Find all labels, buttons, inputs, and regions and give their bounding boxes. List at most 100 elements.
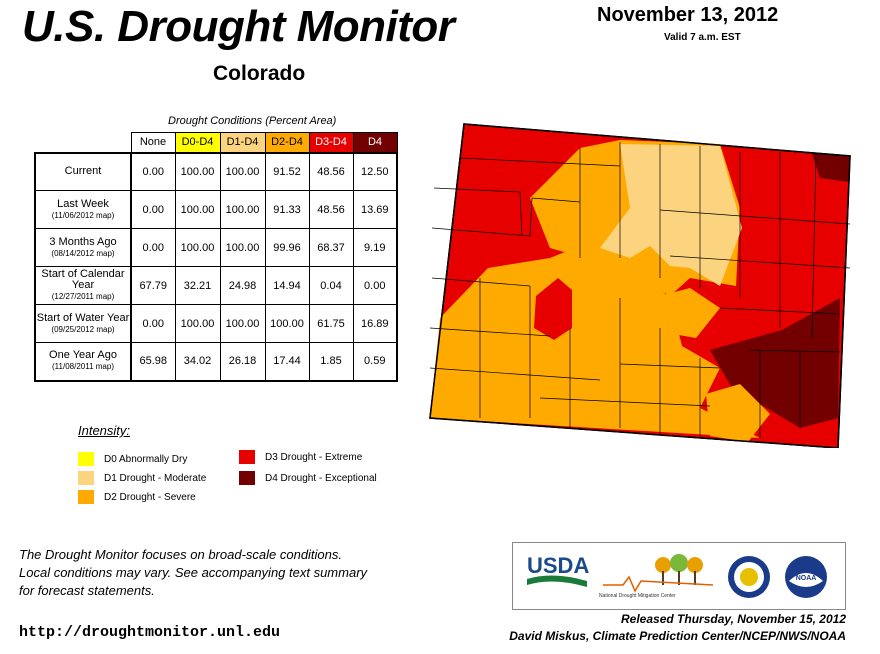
map-date: November 13, 2012: [597, 4, 779, 26]
valid-time: Valid 7 a.m. EST: [664, 32, 741, 43]
noaa-text: NOAA: [796, 575, 817, 582]
table-cell: 91.52: [264, 152, 310, 191]
table-cell: 13.69: [352, 190, 398, 229]
table-cell: 48.56: [308, 190, 354, 229]
table-cell: 1.85: [308, 342, 354, 381]
table-cell: 48.56: [308, 152, 354, 191]
zone-d1-front-range: [600, 144, 742, 286]
legend-label: D2 Drought - Severe: [104, 491, 196, 503]
legend-item-d4: D4 Drought - Exceptional: [239, 471, 377, 485]
table-cell: 100.00: [174, 304, 221, 343]
disclaimer-line: for forecast statements.: [19, 583, 155, 598]
row-sublabel: (09/25/2012 map): [51, 324, 115, 334]
region-name: Colorado: [213, 62, 306, 85]
drought-conditions-table: None D0-D4 D1-D4 D2-D4 D3-D4 D4 Current …: [34, 132, 398, 382]
table-row: One Year Ago (11/08/2011 map) 65.98 34.02…: [34, 342, 398, 381]
legend-swatch: [239, 471, 255, 485]
col-d0-d4: D0-D4: [174, 132, 221, 153]
legend-swatch: [78, 452, 94, 466]
table-cell: 0.59: [352, 342, 398, 381]
zone-d4-northeast: [812, 154, 850, 182]
legend-label: D1 Drought - Moderate: [104, 472, 207, 484]
disclaimer-text: The Drought Monitor focuses on broad-sca…: [19, 546, 449, 600]
website-link[interactable]: http://droughtmonitor.unl.edu: [19, 624, 281, 641]
legend-item-d1: D1 Drought - Moderate: [78, 471, 206, 485]
table-cell: 100.00: [174, 190, 221, 229]
zone-d2-center: [590, 258, 720, 338]
row-label: Start of Water Year: [36, 311, 130, 324]
county-lines: [429, 142, 851, 438]
disclaimer-line: Local conditions may vary. See accompany…: [19, 565, 368, 580]
table-cell: 100.00: [219, 228, 266, 267]
table-cell: 0.00: [130, 228, 176, 267]
page-title: U.S. Drought Monitor: [22, 2, 455, 51]
table-cell: 100.00: [219, 190, 266, 229]
table-cell: 100.00: [219, 304, 266, 343]
table-caption: Drought Conditions (Percent Area): [168, 115, 337, 127]
table-cell: 9.19: [352, 228, 398, 267]
col-none: None: [130, 132, 176, 153]
legend-label: D3 Drought - Extreme: [265, 451, 363, 463]
table-cell: 14.94: [264, 266, 310, 305]
colorado-drought-map: [429, 123, 851, 448]
zone-d3-pocket: [534, 278, 572, 340]
table-cell: 12.50: [352, 152, 398, 191]
table-cell: 0.00: [130, 152, 176, 191]
table-cell: 91.33: [264, 190, 310, 229]
table-cell: 100.00: [174, 228, 221, 267]
table-cell: 32.21: [174, 266, 221, 305]
table-row: Last Week (11/06/2012 map) 0.00 100.00 10…: [34, 190, 398, 229]
table-cell: 100.00: [174, 152, 221, 191]
legend-item-d3: D3 Drought - Extreme: [239, 450, 362, 464]
legend-item-d0: D0 Abnormally Dry: [78, 452, 187, 466]
legend-swatch: [78, 490, 94, 504]
usda-swoosh-icon: [527, 575, 587, 587]
row-label: Start of Calendar Year: [41, 268, 125, 291]
zone-d2-southeast: [706, 384, 770, 442]
table-cell: 0.00: [130, 304, 176, 343]
legend-item-d2: D2 Drought - Severe: [78, 490, 196, 504]
table-cell: 0.00: [130, 190, 176, 229]
row-sublabel: (11/06/2012 map): [51, 210, 115, 220]
col-d3-d4: D3-D4: [308, 132, 354, 153]
table-cell: 100.00: [264, 304, 310, 343]
row-sublabel: (12/27/2011 map): [51, 292, 115, 301]
table-cell: 26.18: [219, 342, 266, 381]
partner-logos: USDA National Drought Mitigation Center …: [512, 542, 846, 610]
table-cell: 17.44: [264, 342, 310, 381]
ndmc-name: National Drought Mitigation Center: [599, 593, 676, 599]
table-cell: 99.96: [264, 228, 310, 267]
release-date: Released Thursday, November 15, 2012: [621, 612, 846, 626]
ndmc-logo: National Drought Mitigation Center: [599, 554, 714, 599]
table-row: Current 0.00 100.00 100.00 91.52 48.56 1…: [34, 152, 398, 191]
legend-title: Intensity:: [78, 423, 131, 438]
legend-label: D0 Abnormally Dry: [104, 453, 188, 465]
row-label: Last Week: [57, 197, 109, 210]
table-cell: 61.75: [308, 304, 354, 343]
zone-d4-southeast: [710, 298, 840, 428]
noaa-logo: NOAA: [785, 556, 827, 598]
row-sublabel: (11/08/2011 map): [52, 362, 114, 372]
table-cell: 16.89: [352, 304, 398, 343]
usda-logo: USDA: [527, 553, 589, 578]
author-credit: David Miskus, Climate Prediction Center/…: [509, 629, 846, 643]
legend-label: D4 Drought - Exceptional: [265, 472, 377, 484]
col-d1-d4: D1-D4: [219, 132, 266, 153]
commerce-seal-icon: [728, 556, 770, 598]
table-cell: 67.79: [130, 266, 176, 305]
table-cell: 0.00: [352, 266, 398, 305]
zone-d2-south: [430, 238, 760, 438]
disclaimer-line: The Drought Monitor focuses on broad-sca…: [19, 547, 343, 562]
row-label: Current: [64, 165, 102, 178]
table-cell: 34.02: [174, 342, 221, 381]
logos-svg: USDA National Drought Mitigation Center …: [527, 553, 827, 599]
table-cell: 24.98: [219, 266, 266, 305]
table-cell: 68.37: [308, 228, 354, 267]
col-d2-d4: D2-D4: [264, 132, 310, 153]
row-label: 3 Months Ago: [49, 235, 117, 248]
col-d4: D4: [352, 132, 398, 153]
legend-swatch: [78, 471, 94, 485]
table-row: Start of Water Year (09/25/2012 map) 0.00…: [34, 304, 398, 343]
row-sublabel: (08/14/2012 map): [51, 248, 115, 258]
table-row: Start of Calendar Year (12/27/2011 map) 6…: [34, 266, 398, 305]
